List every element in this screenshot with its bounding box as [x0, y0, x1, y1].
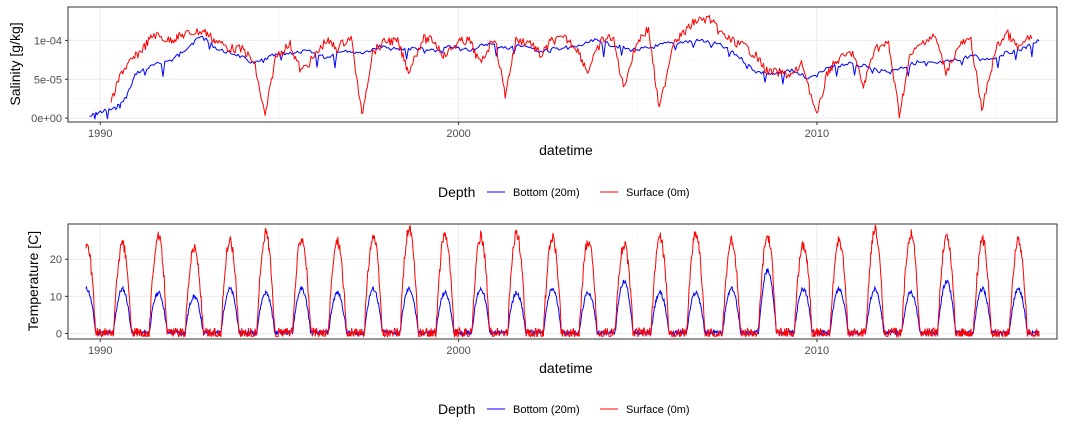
temperature-x-tick-label: 2000 — [446, 345, 470, 357]
temperature-x-axis-title: datetime — [539, 360, 593, 376]
temperature-x-tick-label: 2010 — [805, 345, 829, 357]
salinity-plot-border — [67, 6, 1058, 123]
temperature-plot-background — [68, 224, 1057, 339]
salinity-y-tick-label: 1e-04 — [34, 35, 62, 47]
salinity-series — [89, 15, 1040, 120]
salinity-panel: 1990 2000 2010 0e+00 5e-05 1e-04 datetime Sal… — [7, 6, 1058, 200]
salinity-x-tick-label: 1990 — [88, 128, 112, 140]
salinity-legend-label-surface: Surface (0m) — [626, 187, 690, 199]
salinity-legend-title: Depth — [438, 184, 475, 200]
temperature-gridlines — [68, 224, 1057, 339]
salinity-legend-label-bottom: Bottom (20m) — [513, 187, 580, 199]
temperature-legend-label-bottom: Bottom (20m) — [513, 404, 580, 416]
salinity-series-line-surface — [110, 15, 1033, 119]
temperature-panel: 1990 2000 2010 0 10 20 datetime Temperature [… — [25, 223, 1058, 417]
salinity-x-tick-label: 2000 — [446, 128, 470, 140]
temperature-y-axis-title: Temperature [C] — [25, 231, 41, 331]
salinity-y-axis-title: Salinity [g/kg] — [7, 22, 23, 105]
salinity-x-tick-label: 2010 — [805, 128, 829, 140]
salinity-y-tick-label: 5e-05 — [34, 74, 62, 86]
temperature-x-tick-label: 1990 — [88, 345, 112, 357]
temperature-legend-title: Depth — [438, 401, 475, 417]
salinity-x-axis-title: datetime — [539, 142, 593, 158]
salinity-legend: Depth Bottom (20m) Surface (0m) — [438, 184, 690, 200]
temperature-ticks: 1990 2000 2010 0 10 20 — [50, 254, 829, 357]
temperature-legend-label-surface: Surface (0m) — [626, 404, 690, 416]
temperature-y-tick-label: 20 — [50, 254, 62, 266]
temperature-series-line-surface — [85, 224, 1040, 339]
temperature-series — [85, 224, 1040, 339]
temperature-plot-border — [67, 223, 1058, 340]
temperature-y-tick-label: 0 — [56, 328, 62, 340]
temperature-y-tick-label: 10 — [50, 291, 62, 303]
temperature-legend: Depth Bottom (20m) Surface (0m) — [438, 401, 690, 417]
salinity-gridlines — [68, 7, 1057, 122]
salinity-y-tick-label: 0e+00 — [31, 113, 62, 125]
salinity-ticks: 1990 2000 2010 0e+00 5e-05 1e-04 — [31, 35, 829, 140]
salinity-series-line-bottom — [89, 35, 1040, 120]
